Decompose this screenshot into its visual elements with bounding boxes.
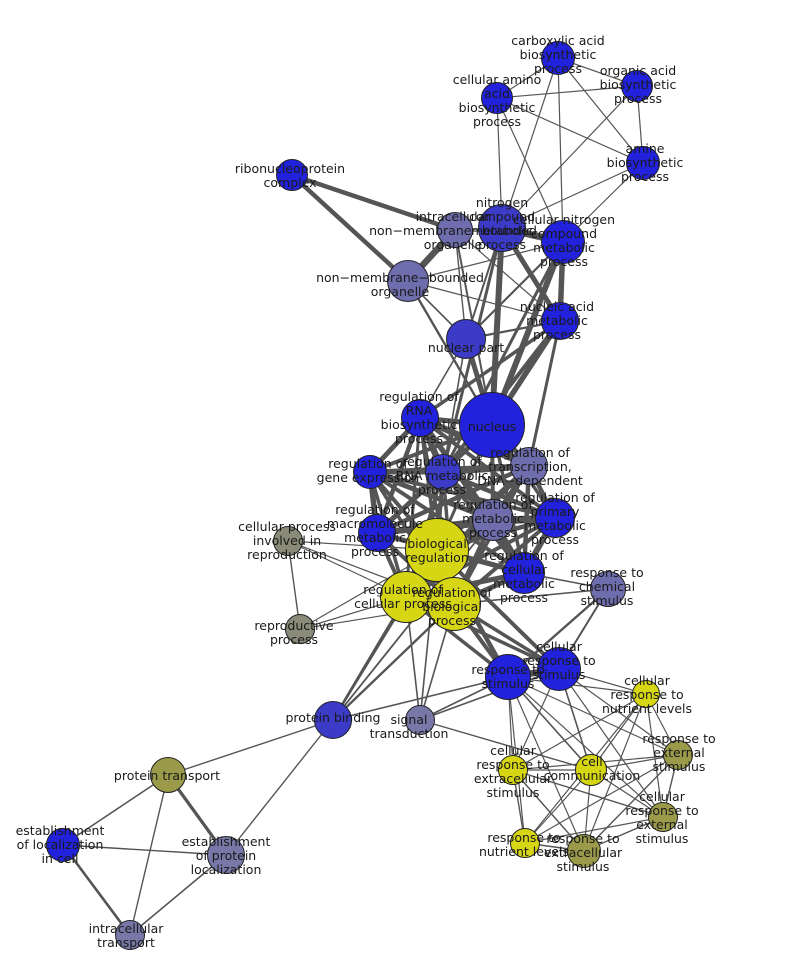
node-cellular-amino-acid-biosynthetic-process[interactable] [481,82,513,114]
node-protein-binding[interactable] [314,701,352,739]
node-cellular-response-to-nutrient-levels[interactable] [632,680,660,708]
node-regulation-of-rna-metabolic-process[interactable] [425,454,461,490]
node-response-to-extracellular-stimulus[interactable] [567,834,601,868]
node-regulation-of-transcription-dna-dependent[interactable] [510,447,548,485]
node-organic-acid-biosynthetic-process[interactable] [621,70,653,102]
node-amine-biosynthetic-process[interactable] [626,146,660,180]
node-response-to-nutrient-levels[interactable] [510,828,540,858]
node-regulation-of-primary-metabolic-process[interactable] [535,498,575,538]
node-cellular-process-involved-in-reproduction[interactable] [273,526,303,556]
node-carboxylic-acid-biosynthetic-process[interactable] [541,41,575,75]
node-protein-transport[interactable] [150,757,186,793]
node-cellular-response-to-external-stimulus[interactable] [648,802,678,832]
node-response-to-external-stimulus[interactable] [663,740,693,770]
node-establishment-of-localization-in-cell[interactable] [46,828,80,862]
node-cellular-response-to-extracellular-stimulus[interactable] [498,755,528,785]
node-regulation-of-metabolic-process[interactable] [472,499,514,541]
node-cellular-response-to-stimulus[interactable] [537,647,581,691]
node-regulation-of-macromolecule-metabolic-process[interactable] [358,514,396,552]
node-cellular-nitrogen-compound-metabolic-process[interactable] [541,220,585,264]
node-biological-regulation[interactable] [405,518,469,582]
node-intracellular-transport[interactable] [115,920,145,950]
node-regulation-of-cellular-process[interactable] [380,571,432,623]
node-non-membrane-bounded-organelle[interactable] [387,260,429,302]
node-nitrogen-compound-metabolic-process[interactable] [478,204,526,252]
node-regulation-of-rna-biosynthetic-process[interactable] [401,399,439,437]
node-intracellular-non-membrane-bounded-organelle[interactable] [437,212,473,248]
node-reproductive-process[interactable] [285,614,315,644]
node-regulation-of-cellular-metabolic-process[interactable] [503,552,545,594]
node-regulation-of-biological-process[interactable] [427,577,481,631]
node-ribonucleoprotein-complex[interactable] [276,159,308,191]
node-nucleic-acid-metabolic-process[interactable] [541,302,579,340]
node-nucleus[interactable] [459,392,525,458]
node-establishment-of-protein-localization[interactable] [207,836,245,874]
node-response-to-chemical-stimulus[interactable] [590,571,626,607]
node-regulation-of-gene-expression[interactable] [353,455,387,489]
node-nuclear-part[interactable] [446,319,486,359]
node-response-to-stimulus[interactable] [485,654,531,700]
node-signal-transduction[interactable] [405,705,435,735]
node-cell-communication[interactable] [575,754,607,786]
